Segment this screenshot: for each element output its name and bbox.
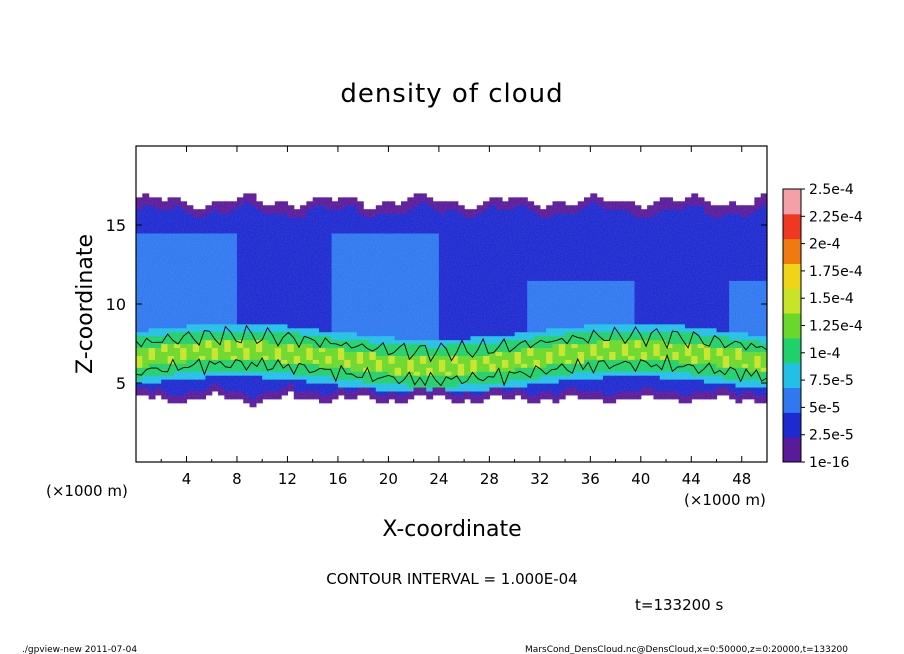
plot-area — [136, 146, 767, 462]
chart-title: density of cloud — [340, 79, 563, 109]
